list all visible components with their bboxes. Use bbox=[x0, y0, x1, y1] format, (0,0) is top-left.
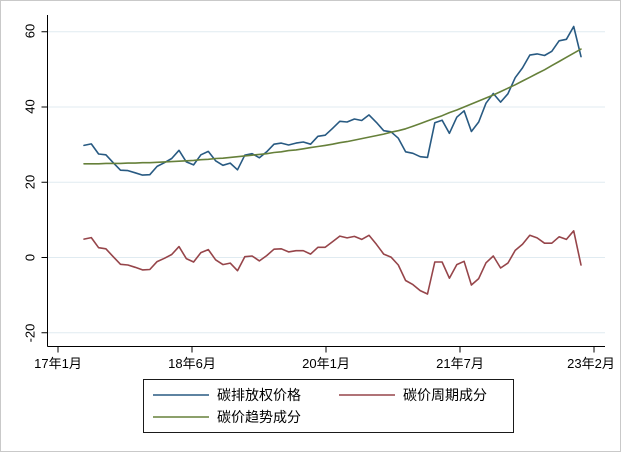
x-axis-tick-labels: 17年1月 18年6月 20年1月 21年7月 23年2月 bbox=[34, 356, 615, 371]
legend-label-price: 碳排放权价格 bbox=[217, 387, 301, 403]
y-axis-tick-labels: -20 0 20 40 60 bbox=[23, 24, 38, 343]
x-tick-label: 18年6月 bbox=[168, 356, 216, 371]
x-tick-label: 20年1月 bbox=[302, 356, 350, 371]
legend-label-cycle: 碳价周期成分 bbox=[403, 387, 487, 403]
x-tick-label: 23年2月 bbox=[567, 356, 615, 371]
trend-line bbox=[83, 48, 582, 165]
legend-label-trend: 碳价趋势成分 bbox=[217, 409, 301, 425]
x-tick-label: 21年7月 bbox=[436, 356, 484, 371]
y-tick-label: 0 bbox=[23, 254, 38, 261]
y-tick-label: 20 bbox=[23, 175, 38, 189]
y-tick-label: 60 bbox=[23, 24, 38, 38]
price-line bbox=[83, 25, 582, 176]
y-tick-label: 40 bbox=[23, 99, 38, 113]
axes bbox=[41, 15, 605, 353]
y-tick-label: -20 bbox=[23, 324, 38, 343]
legend-box bbox=[143, 379, 514, 433]
gridlines bbox=[47, 31, 605, 334]
cycle-line bbox=[83, 230, 582, 295]
series-lines bbox=[83, 25, 582, 295]
chart-legend: 碳排放权价格 碳价周期成分 碳价趋势成分 bbox=[143, 379, 514, 433]
x-tick-label: 17年1月 bbox=[34, 356, 82, 371]
